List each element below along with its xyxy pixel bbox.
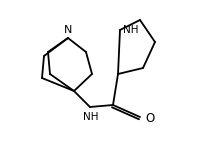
Text: NH: NH	[123, 25, 138, 35]
Text: NH: NH	[83, 112, 99, 122]
Text: O: O	[145, 111, 154, 125]
Text: N: N	[64, 25, 72, 35]
